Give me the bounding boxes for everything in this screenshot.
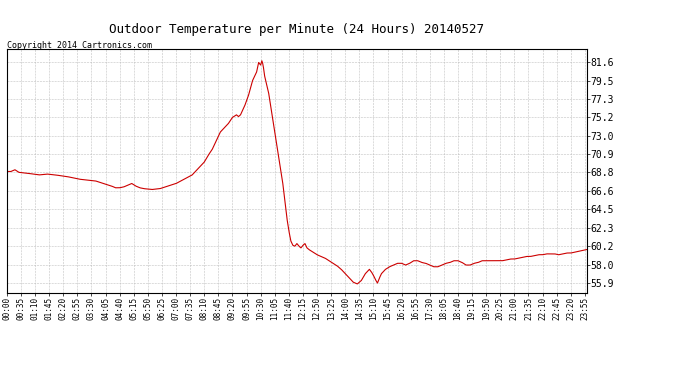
Text: Outdoor Temperature per Minute (24 Hours) 20140527: Outdoor Temperature per Minute (24 Hours… [109,22,484,36]
Text: Temperature  (°F): Temperature (°F) [540,27,640,37]
Text: Copyright 2014 Cartronics.com: Copyright 2014 Cartronics.com [7,41,152,50]
